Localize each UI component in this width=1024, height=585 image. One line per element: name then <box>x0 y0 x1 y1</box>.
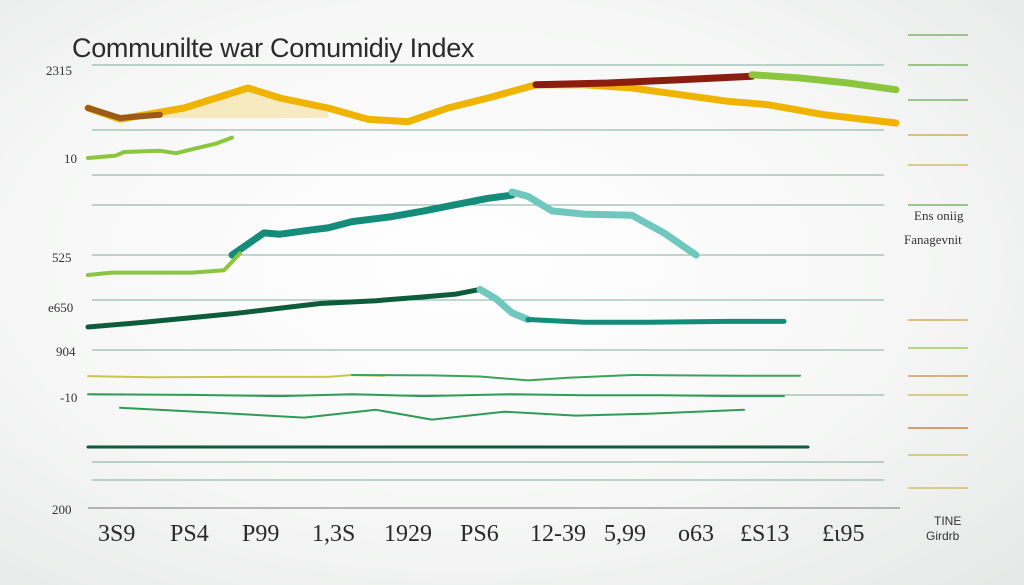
series-line-darkgreen <box>85 286 483 330</box>
x-tick-label: P99 <box>242 521 279 547</box>
series-line-lightgreen_mid <box>86 251 242 277</box>
corner-label-line: Girdrb <box>926 529 960 543</box>
series-line-olive <box>87 374 385 379</box>
y-tick-label: 525 <box>52 250 72 265</box>
x-tick-label: 1,3S <box>312 521 355 547</box>
x-tick-label: 1929 <box>384 521 432 547</box>
legend: Ens oniig Fanagevnit <box>904 208 964 247</box>
corner-label: TINE Girdrb <box>926 514 961 543</box>
x-tick-label: 12-39 <box>530 521 586 547</box>
x-tick-label: 3S9 <box>98 521 135 547</box>
y-tick-label: e650 <box>48 300 73 315</box>
y-tick-label: 10 <box>64 151 77 166</box>
corner-label-line: TINE <box>934 514 961 528</box>
series-line-aqua_lower <box>476 285 532 323</box>
series-line-lightgreen_right <box>748 71 900 94</box>
y-axis-ticks: 2315 10 525 e650 904 -10 200 <box>46 63 77 517</box>
legend-entry: Fanagevnit <box>904 232 962 247</box>
series-line-aqua_upper <box>508 188 700 259</box>
chart-title: Communilte war Comumidiy Index <box>72 33 475 63</box>
series-line-darkred <box>532 72 756 89</box>
series-line-gold <box>84 81 900 127</box>
right-side-marks <box>908 34 968 489</box>
x-tick-label: 5,99 <box>604 521 646 547</box>
grid-lines <box>88 64 900 509</box>
series-line-brown <box>85 105 163 121</box>
series-line-teal_lower <box>525 317 787 325</box>
x-tick-label: PS6 <box>460 521 499 547</box>
x-tick-label: o63 <box>678 521 714 547</box>
y-tick-label: 200 <box>52 502 72 517</box>
series-line-teal_upper <box>228 191 516 259</box>
series-line-midgreen <box>351 374 801 382</box>
x-axis-ticks: 3S9 PS4 P99 1,3S 1929 PS6 12-39 5,99 o63… <box>98 521 864 547</box>
series-line-lightgreen_top <box>86 135 234 160</box>
x-tick-label: PS4 <box>170 521 209 547</box>
y-tick-label: -10 <box>60 390 77 405</box>
series-line-green1 <box>87 393 785 398</box>
x-tick-label: £S13 <box>740 521 789 547</box>
y-tick-label: 2315 <box>46 63 72 78</box>
series-line-green2 <box>119 406 745 421</box>
legend-entry: Ens oniig <box>914 208 964 223</box>
series-lines <box>84 71 900 449</box>
y-tick-label: 904 <box>56 344 76 359</box>
x-tick-label: £ι95 <box>822 521 864 547</box>
